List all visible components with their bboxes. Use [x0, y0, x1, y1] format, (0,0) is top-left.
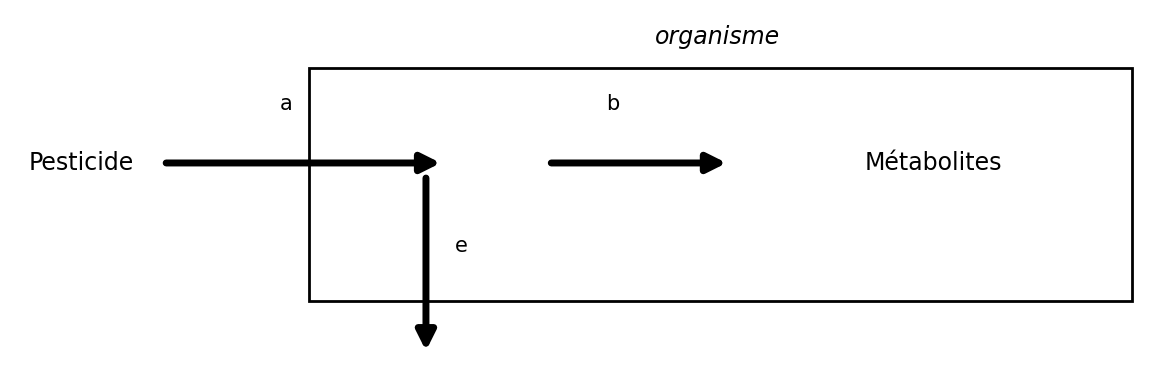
Text: a: a [280, 94, 292, 114]
Text: b: b [606, 94, 620, 114]
Text: Métabolites: Métabolites [865, 151, 1002, 175]
Text: Pesticide: Pesticide [29, 151, 134, 175]
Text: organisme: organisme [655, 25, 781, 49]
Bar [309, 68, 1132, 301]
Text: e: e [455, 236, 468, 256]
